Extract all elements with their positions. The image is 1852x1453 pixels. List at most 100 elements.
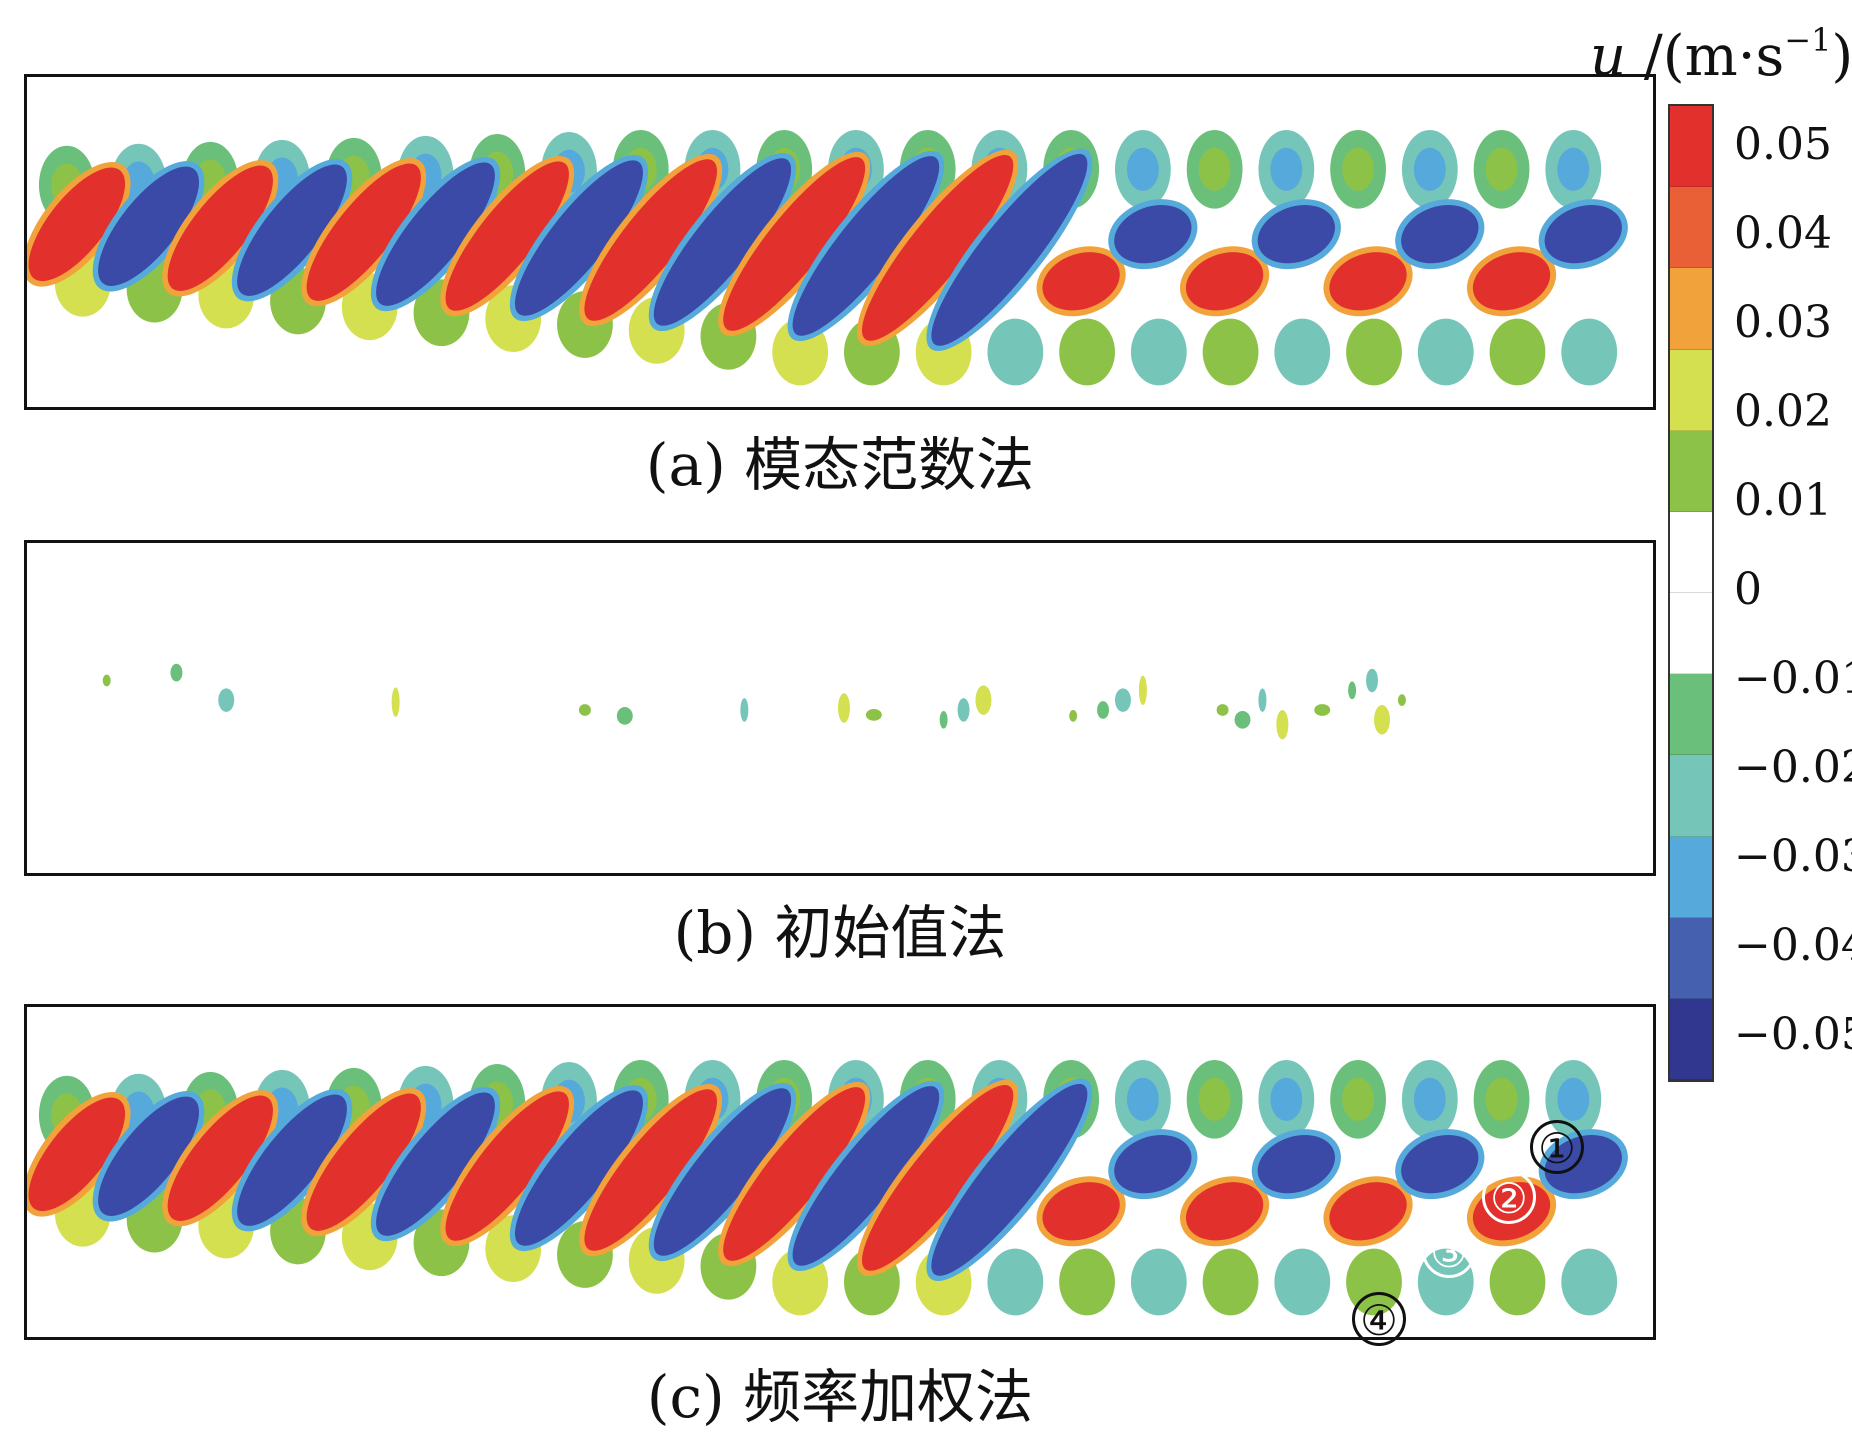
panel-b-contour [24,540,1656,876]
colorbar-segment [1670,755,1712,837]
contour-blob [28,167,126,282]
panel-a-caption: (a) 模态范数法 [645,431,1035,499]
contour-blob [514,1090,643,1246]
contour-blob [1185,252,1264,311]
contour-blob [1413,147,1446,191]
contour-speckle [939,710,948,729]
colorbar-variable: u [1590,24,1627,89]
colorbar-segment [1670,511,1712,594]
contour-blob [1274,318,1331,386]
marker-3: ③ [1422,1224,1476,1278]
contour-speckle [170,663,183,682]
contour-blob [1413,1077,1446,1121]
colorbar [1668,104,1714,1082]
colorbar-tick-label: −0.03 [1734,831,1852,882]
colorbar-segment [1670,430,1712,512]
contour-blob [1198,147,1231,191]
colorbar-tick-label: 0 [1734,564,1762,615]
colorbar-tick-label: 0.03 [1734,297,1832,348]
contour-blob [584,1089,718,1251]
contour-speckle [1234,710,1251,729]
contour-blob [1126,1077,1159,1121]
contour-blob [1114,1135,1192,1194]
contour-blob [98,1096,199,1217]
contour-speckle [391,687,400,717]
contour-blob [653,158,792,326]
contour-blob [1489,1248,1546,1316]
contour-blob [584,159,718,321]
contour-speckle [1374,705,1390,735]
contour-blob [1561,318,1618,386]
contour-blob [1059,318,1115,386]
contour-blob [1274,1248,1331,1316]
contour-blob [376,1092,495,1236]
contour-blob [1114,205,1192,264]
colorbar-title: u /(m·s−1) [1590,8,1852,89]
colorbar-segment [1670,268,1712,350]
contour-plot-a [27,130,1628,386]
panel-b-caption: (b) 初始值法 [673,899,1007,967]
colorbar-tick-label: −0.01 [1734,653,1852,704]
colorbar-segment [1670,998,1712,1081]
contour-blob [1489,318,1546,386]
contour-blob [1130,1248,1187,1316]
contour-blob [376,162,495,306]
contour-speckle [1138,675,1147,706]
colorbar-tick-label: 0.04 [1734,208,1832,259]
contour-blob [1417,318,1474,386]
contour-blob [1257,205,1335,264]
contour-blob [1059,1248,1115,1316]
contour-blob [1401,1135,1479,1194]
contour-speckle [1366,668,1379,693]
contour-blob [653,1088,792,1256]
contour-blob [792,1086,940,1266]
colorbar-segment [1670,187,1712,269]
contour-blob [931,1083,1088,1276]
contour-blob [861,1085,1014,1271]
contour-blob [987,318,1044,386]
contour-blob [1042,1182,1120,1241]
contour-blob [1342,147,1375,191]
colorbar-tick-label: 0.01 [1734,475,1832,526]
contour-speckle [1276,709,1289,740]
contour-blob [1042,252,1120,311]
contour-blob [1485,147,1518,191]
marker-2: ② [1482,1170,1536,1224]
colorbar-tick-label: 0.05 [1734,119,1832,170]
contour-plot-c [27,1060,1628,1316]
contour-blob [237,1094,347,1226]
contour-speckle [740,698,749,722]
contour-speckle [1114,688,1131,712]
contour-blob [1342,1077,1375,1121]
contour-blob [1557,147,1590,191]
colorbar-tick-label: −0.04 [1734,920,1852,971]
marker-4: ④ [1352,1292,1406,1346]
contour-plot-b [102,663,1406,740]
panel-c-caption: (c) 频率加权法 [646,1363,1034,1431]
contour-blob [1202,318,1259,386]
contour-speckle [218,688,235,712]
colorbar-unit-close: ) [1831,24,1852,89]
contour-blob [723,1087,866,1261]
contour-blob [237,164,347,296]
contour-blob [1126,147,1159,191]
contour-blob [1257,1135,1335,1194]
contour-blob [514,160,643,316]
colorbar-segment [1670,593,1712,675]
contour-blob [1401,205,1479,264]
contour-speckle [838,693,850,723]
marker-1: ① [1530,1120,1584,1174]
contour-blob [167,165,273,291]
colorbar-tick-label: 0.02 [1734,386,1832,437]
contour-blob [98,166,199,287]
colorbar-segment [1670,106,1712,188]
contour-blob [1185,1182,1264,1241]
panel-a-contour [24,74,1656,410]
contour-speckle [1314,704,1331,716]
contour-blob [306,1093,421,1231]
contour-blob [1544,205,1622,264]
contour-speckle [975,685,992,715]
colorbar-segment [1670,674,1712,756]
contour-blob [987,1248,1044,1316]
contour-speckle [1258,688,1267,712]
